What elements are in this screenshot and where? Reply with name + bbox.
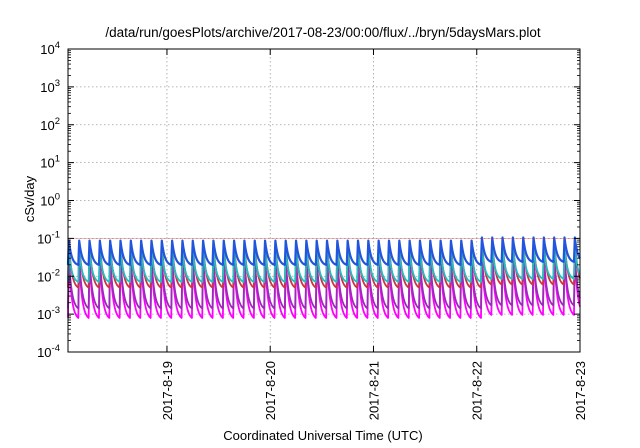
plot-frame xyxy=(67,48,581,353)
x-tick-label: 2017-8-21 xyxy=(366,361,381,420)
y-tick-base: 10 xyxy=(37,269,51,284)
x-axis-label: Coordinated Universal Time (UTC) xyxy=(223,428,422,443)
series-line xyxy=(66,236,581,266)
y-tick-label: 103 xyxy=(40,78,60,95)
y-tick-label: 10-1 xyxy=(37,229,60,246)
series-line xyxy=(67,254,581,310)
chart-title: /data/run/goesPlots/archive/2017-08-23/0… xyxy=(105,25,540,40)
series-layer xyxy=(66,236,581,319)
y-tick-label: 10-2 xyxy=(37,267,60,284)
y-tick-label: 10-4 xyxy=(37,343,60,360)
y-tick-label: 10-3 xyxy=(37,305,60,322)
y-axis-label: cSv/day xyxy=(22,175,37,222)
y-tick-exponent: 4 xyxy=(55,40,60,51)
y-tick-label: 102 xyxy=(40,116,60,133)
axis-ticks: 10-410-310-210-11001011021031042017-8-19… xyxy=(37,40,588,420)
x-tick-label: 2017-8-23 xyxy=(573,361,588,420)
y-tick-exponent: 2 xyxy=(55,116,60,127)
y-tick-exponent: -1 xyxy=(52,229,60,240)
y-tick-base: 10 xyxy=(40,118,54,133)
y-tick-base: 10 xyxy=(37,345,51,360)
y-tick-exponent: -3 xyxy=(52,305,60,316)
y-tick-label: 104 xyxy=(40,40,60,57)
y-tick-exponent: -4 xyxy=(52,343,60,354)
series-line xyxy=(67,246,581,283)
x-tick-label: 2017-8-20 xyxy=(263,361,278,420)
y-tick-base: 10 xyxy=(40,80,54,95)
y-tick-exponent: 3 xyxy=(55,78,60,89)
x-tick-label: 2017-8-19 xyxy=(160,361,175,420)
y-tick-label: 100 xyxy=(40,192,60,209)
y-tick-exponent: 0 xyxy=(55,192,60,203)
y-tick-base: 10 xyxy=(37,307,51,322)
y-tick-base: 10 xyxy=(40,156,54,171)
y-tick-label: 101 xyxy=(40,154,60,171)
x-tick-label: 2017-8-22 xyxy=(470,361,485,420)
y-tick-exponent: 1 xyxy=(55,154,60,165)
y-tick-base: 10 xyxy=(40,42,54,57)
y-tick-base: 10 xyxy=(40,194,54,209)
y-tick-base: 10 xyxy=(37,231,51,246)
y-tick-exponent: -2 xyxy=(52,267,60,278)
